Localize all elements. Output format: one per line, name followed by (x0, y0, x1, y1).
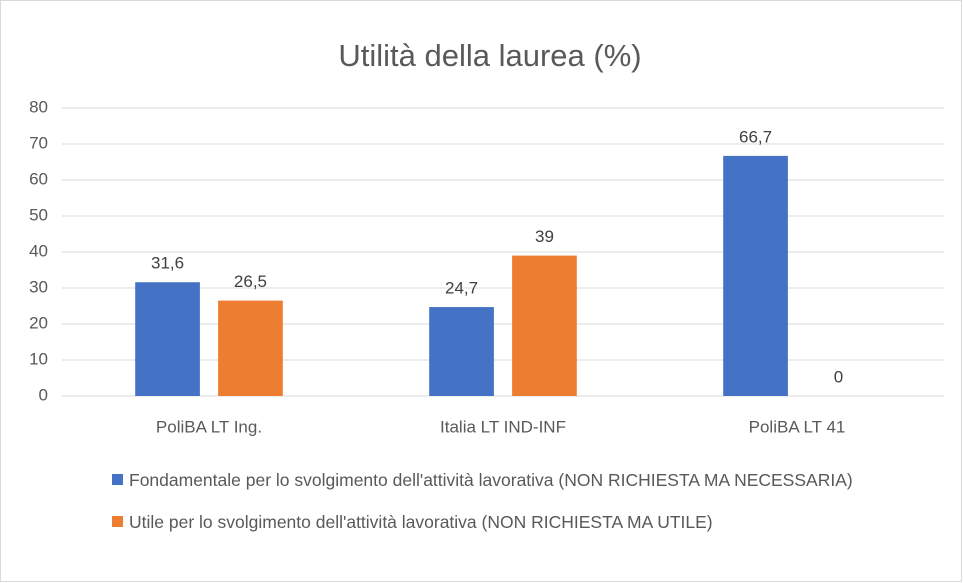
legend-entry: Utile per lo svolgimento dell'attività l… (110, 508, 910, 536)
chart-title: Utilità della laurea (%) (338, 38, 641, 73)
value-label: 0 (834, 367, 843, 386)
x-tick-label: PoliBA LT Ing. (156, 417, 262, 436)
y-tick-label: 20 (29, 313, 48, 332)
y-tick-label: 10 (29, 349, 48, 368)
value-label: 26,5 (234, 272, 267, 291)
y-tick-label: 60 (29, 169, 48, 188)
legend-label: Utile per lo svolgimento dell'attività l… (129, 512, 713, 532)
legend-label: Fondamentale per lo svolgimento dell'att… (129, 470, 853, 490)
x-tick-label: PoliBA LT 41 (749, 417, 846, 436)
value-label: 39 (535, 227, 554, 246)
y-tick-label: 80 (29, 97, 48, 116)
legend-entry: Fondamentale per lo svolgimento dell'att… (110, 466, 910, 494)
x-tick-label: Italia LT IND-INF (440, 417, 566, 436)
bar (512, 255, 577, 396)
legend: Fondamentale per lo svolgimento dell'att… (110, 466, 910, 550)
value-label: 66,7 (739, 127, 772, 146)
legend-swatch (112, 474, 123, 485)
y-tick-label: 70 (29, 133, 48, 152)
bar (135, 282, 200, 396)
y-tick-label: 40 (29, 241, 48, 260)
y-tick-label: 50 (29, 205, 48, 224)
value-label: 31,6 (151, 254, 184, 273)
y-tick-label: 30 (29, 277, 48, 296)
y-tick-label: 0 (39, 385, 48, 404)
bar (218, 300, 283, 396)
value-label: 24,7 (445, 279, 478, 298)
bar (429, 307, 494, 396)
bar (723, 155, 788, 396)
legend-swatch (112, 516, 123, 527)
